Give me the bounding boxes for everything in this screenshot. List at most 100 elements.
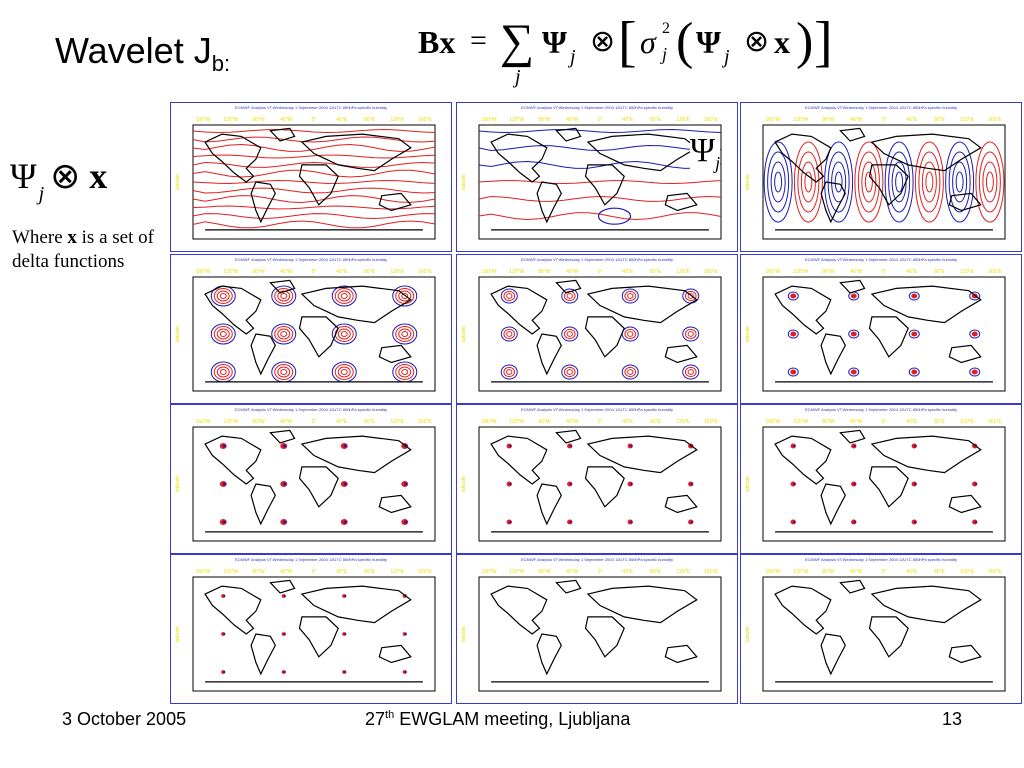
lon-tick-label: 120°W: [793, 419, 808, 425]
continent-outline: [664, 192, 698, 212]
continent-outline: [490, 133, 548, 183]
map-frame: [762, 576, 1006, 692]
left-psi-index: j: [38, 183, 45, 205]
continent-outline: [664, 644, 698, 664]
lon-tick-label: 120°E: [960, 269, 974, 275]
continent-outline: [870, 133, 982, 172]
continent-outline: [298, 616, 339, 658]
lon-tick-label: 160°E: [988, 117, 1002, 123]
left-otimes: ⊗: [50, 156, 81, 196]
continent-outline: [948, 344, 982, 364]
lon-tick-label: 40°W: [566, 569, 579, 575]
continent-outline: [820, 181, 846, 224]
lon-tick-label: 160°E: [704, 269, 718, 275]
contour-cell: [216, 328, 230, 340]
contour-cell: [918, 151, 941, 213]
contour-cell: [848, 367, 860, 377]
continent-outline: [536, 483, 562, 526]
continent-outline: [839, 279, 866, 294]
contour-dot: [793, 520, 796, 524]
wavelet-map-panel: ECMWF Analysis VT:Wednesday 1 September …: [170, 404, 452, 554]
formula-psi-2: Ψ: [696, 24, 721, 60]
continent-outline: [820, 483, 846, 526]
continent-outline: [948, 192, 982, 212]
contour-cell: [985, 171, 994, 193]
lon-tick-label: 120°W: [509, 117, 524, 123]
panel-header: ECMWF Analysis VT:Wednesday 1 September …: [521, 407, 673, 412]
formula-x: x: [774, 24, 790, 60]
wavelet-map-panel: ECMWF Analysis VT:Wednesday 1 September …: [456, 254, 738, 404]
lon-tick-label: 0°: [312, 117, 317, 123]
contour-cell: [797, 151, 820, 213]
contour-dot: [853, 520, 856, 524]
lon-tick-label: 40°W: [280, 117, 293, 123]
contour-dot: [404, 520, 408, 524]
formula-left-bracket: [: [618, 11, 637, 73]
contour-dot: [690, 520, 693, 524]
contour-cell: [624, 328, 637, 340]
lon-tick-label: 160°E: [418, 419, 432, 425]
lon-tick-label: 80°E: [364, 419, 376, 425]
continent-outline: [584, 616, 625, 658]
contour-cell: [787, 291, 799, 301]
continent-outline: [204, 285, 262, 335]
contour-cell: [831, 161, 847, 203]
contour-cell: [952, 161, 968, 203]
lat-axis-label: latitude: [745, 626, 751, 642]
lon-tick-label: 40°W: [566, 117, 579, 123]
lon-tick-label: 120°W: [223, 569, 238, 575]
wavelet-map-panel: ECMWF Analysis VT:Wednesday 1 September …: [740, 102, 1022, 252]
continent-outline: [250, 633, 276, 676]
continent-outline: [536, 633, 562, 676]
lon-tick-label: 120°E: [676, 419, 690, 425]
lon-tick-label: 0°: [598, 569, 603, 575]
continent-outline: [839, 429, 866, 444]
contour-cell: [271, 323, 297, 345]
contour-cell: [566, 331, 573, 337]
contour-dot: [793, 444, 796, 448]
map-frame: [192, 276, 436, 392]
note-bold-x: x: [67, 227, 77, 248]
contour-dot: [569, 520, 572, 524]
contour-cell: [213, 364, 233, 380]
contour-cell: [850, 369, 857, 375]
footer-page-number: 13: [942, 709, 963, 729]
contour-cell: [770, 161, 786, 203]
contour-cell: [624, 366, 637, 378]
contour-cell: [280, 369, 288, 375]
footer-meeting: 27th EWGLAM meeting, Ljubljana: [365, 709, 631, 729]
panel-header: ECMWF Analysis VT:Wednesday 1 September …: [805, 407, 957, 412]
continent-outline: [774, 435, 832, 485]
lat-axis-label: latitude: [745, 326, 751, 342]
contour-line: [478, 180, 722, 185]
lon-tick-label: 0°: [882, 117, 887, 123]
continent-outline: [269, 279, 296, 294]
contour-cell: [340, 369, 348, 375]
continent-outline: [664, 344, 698, 364]
contour-dot: [404, 671, 407, 673]
contour-cell: [398, 366, 412, 378]
lon-tick-label: 0°: [598, 269, 603, 275]
continent-outline: [490, 585, 548, 635]
formula-sum-index: j: [515, 66, 521, 88]
panel-header: ECMWF Analysis VT:Wednesday 1 September …: [805, 105, 957, 110]
wavelet-map-panel: ECMWF Analysis VT:Wednesday 1 September …: [170, 254, 452, 404]
continent-outline: [536, 333, 562, 376]
contour-dot: [222, 520, 226, 524]
map-frame: [478, 426, 722, 542]
contour-dot: [343, 444, 347, 448]
lon-tick-label: 120°W: [793, 269, 808, 275]
contour-cell: [506, 293, 513, 299]
panel-header: ECMWF Analysis VT:Wednesday 1 September …: [235, 105, 387, 110]
lon-tick-label: 80°E: [934, 269, 946, 275]
contour-cell: [969, 291, 981, 301]
contour-cell: [334, 288, 354, 304]
contour-cell: [982, 161, 998, 203]
contour-cell: [561, 364, 579, 380]
map-plot: ECMWF Analysis VT:Wednesday 1 September …: [745, 105, 1006, 240]
contour-dot: [283, 671, 286, 673]
contour-cell: [398, 290, 412, 302]
contour-dot: [914, 444, 917, 448]
map-plot: ECMWF Analysis VT:Wednesday 1 September …: [461, 105, 722, 240]
